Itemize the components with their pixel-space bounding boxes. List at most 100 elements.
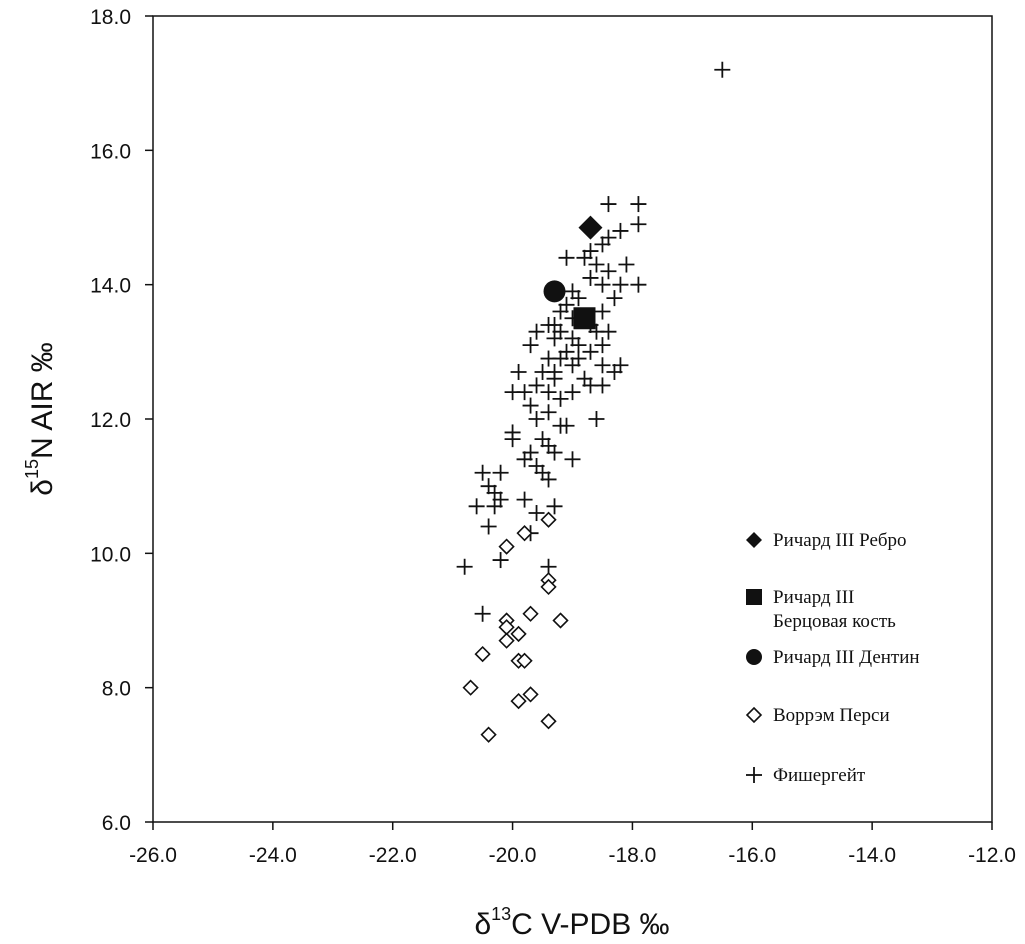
- legend-marker: [746, 532, 762, 548]
- data-point: [564, 357, 581, 374]
- y-tick-label: 18.0: [90, 6, 131, 29]
- data-point: [516, 491, 533, 508]
- y-tick-label: 16.0: [90, 140, 131, 163]
- data-point: [570, 337, 587, 354]
- x-tick-label: -18.0: [608, 844, 656, 867]
- data-point: [534, 363, 551, 380]
- data-point: [528, 377, 545, 394]
- data-point: [492, 552, 509, 569]
- legend-label: Берцовая кость: [773, 611, 896, 632]
- data-point: [600, 323, 617, 340]
- data-point: [578, 215, 603, 240]
- data-point: [498, 632, 515, 649]
- data-point: [594, 357, 611, 374]
- data-point: [600, 263, 617, 280]
- x-tick-label: -16.0: [728, 844, 776, 867]
- x-tick-label: -14.0: [848, 844, 896, 867]
- data-point: [480, 726, 497, 743]
- data-point: [606, 290, 623, 307]
- data-point: [546, 370, 563, 387]
- y-tick-label: 6.0: [102, 812, 131, 835]
- x-tick-label: -26.0: [129, 844, 177, 867]
- data-point: [474, 605, 491, 622]
- y-tick-label: 12.0: [90, 409, 131, 432]
- legend-marker: [746, 649, 762, 665]
- legend: Ричард III Ребро Ричард III Берцовая кость…: [745, 530, 920, 786]
- data-point: [552, 350, 569, 367]
- data-point: [492, 464, 509, 481]
- data-point: [612, 222, 629, 239]
- data-point: [630, 196, 647, 213]
- data-point: [468, 498, 485, 515]
- y-axis-title: δ15N AIR ‰: [22, 342, 59, 495]
- data-point: [522, 397, 539, 414]
- data-point: [546, 498, 563, 515]
- data-point: [594, 236, 611, 253]
- legend-label: Ричард III Ребро: [773, 530, 907, 551]
- plot-frame: [152, 15, 993, 823]
- data-point: [594, 303, 611, 320]
- data-point: [582, 269, 599, 286]
- data-point: [573, 307, 596, 330]
- data-point: [528, 323, 545, 340]
- data-point: [594, 337, 611, 354]
- data-point: [540, 713, 557, 730]
- data-point: [516, 652, 533, 669]
- data-point: [528, 411, 545, 427]
- data-points: [456, 61, 731, 743]
- x-tick-label: -22.0: [369, 844, 417, 867]
- data-point: [582, 343, 599, 360]
- y-tick-label: 14.0: [90, 275, 131, 298]
- data-point: [498, 538, 515, 555]
- y-tick-label: 10.0: [90, 543, 131, 566]
- data-point: [576, 249, 593, 266]
- data-point: [540, 404, 557, 421]
- data-point: [564, 451, 581, 468]
- data-point: [540, 316, 557, 333]
- data-point: [564, 384, 581, 401]
- data-point: [462, 679, 479, 696]
- data-point: [516, 525, 533, 542]
- data-point: [540, 471, 557, 488]
- data-point: [540, 511, 557, 528]
- data-point: [630, 276, 647, 293]
- data-point: [606, 363, 623, 380]
- data-point: [552, 390, 569, 407]
- x-tick-label: -20.0: [489, 844, 537, 867]
- legend-marker: [745, 706, 763, 724]
- data-point: [540, 578, 557, 596]
- data-point: [543, 280, 566, 303]
- data-point: [516, 451, 533, 468]
- data-point: [612, 276, 629, 293]
- legend-marker: [746, 589, 762, 605]
- legend-label: Ричард III Дентин: [773, 647, 920, 668]
- data-point: [546, 444, 563, 461]
- data-point: [630, 216, 647, 233]
- data-point: [522, 605, 539, 622]
- data-point: [558, 249, 575, 266]
- data-point: [552, 612, 569, 629]
- data-point: [522, 686, 539, 703]
- data-point: [570, 290, 587, 307]
- data-point: [474, 464, 491, 481]
- data-point: [480, 518, 497, 535]
- data-point: [510, 363, 527, 380]
- data-point: [588, 411, 605, 427]
- data-point: [510, 625, 527, 643]
- data-point: [474, 645, 491, 663]
- data-point: [486, 498, 503, 515]
- axis-ticks: -26.0 -24.0 -22.0 -20.0 -18.0 -16.0 -14.0 -12.0…: [90, 6, 1016, 867]
- y-tick-label: 8.0: [102, 678, 131, 701]
- x-axis-title: δ13C V-PDB ‰: [474, 904, 669, 941]
- legend-label: Воррэм Перси: [773, 705, 890, 726]
- data-point: [594, 276, 611, 293]
- data-point: [504, 431, 521, 448]
- x-tick-label: -12.0: [968, 844, 1016, 867]
- data-point: [594, 377, 611, 394]
- data-point: [558, 417, 575, 434]
- data-point: [456, 558, 473, 575]
- data-point: [522, 337, 539, 354]
- data-point: [540, 384, 557, 401]
- data-point: [552, 303, 569, 320]
- data-point: [546, 330, 563, 347]
